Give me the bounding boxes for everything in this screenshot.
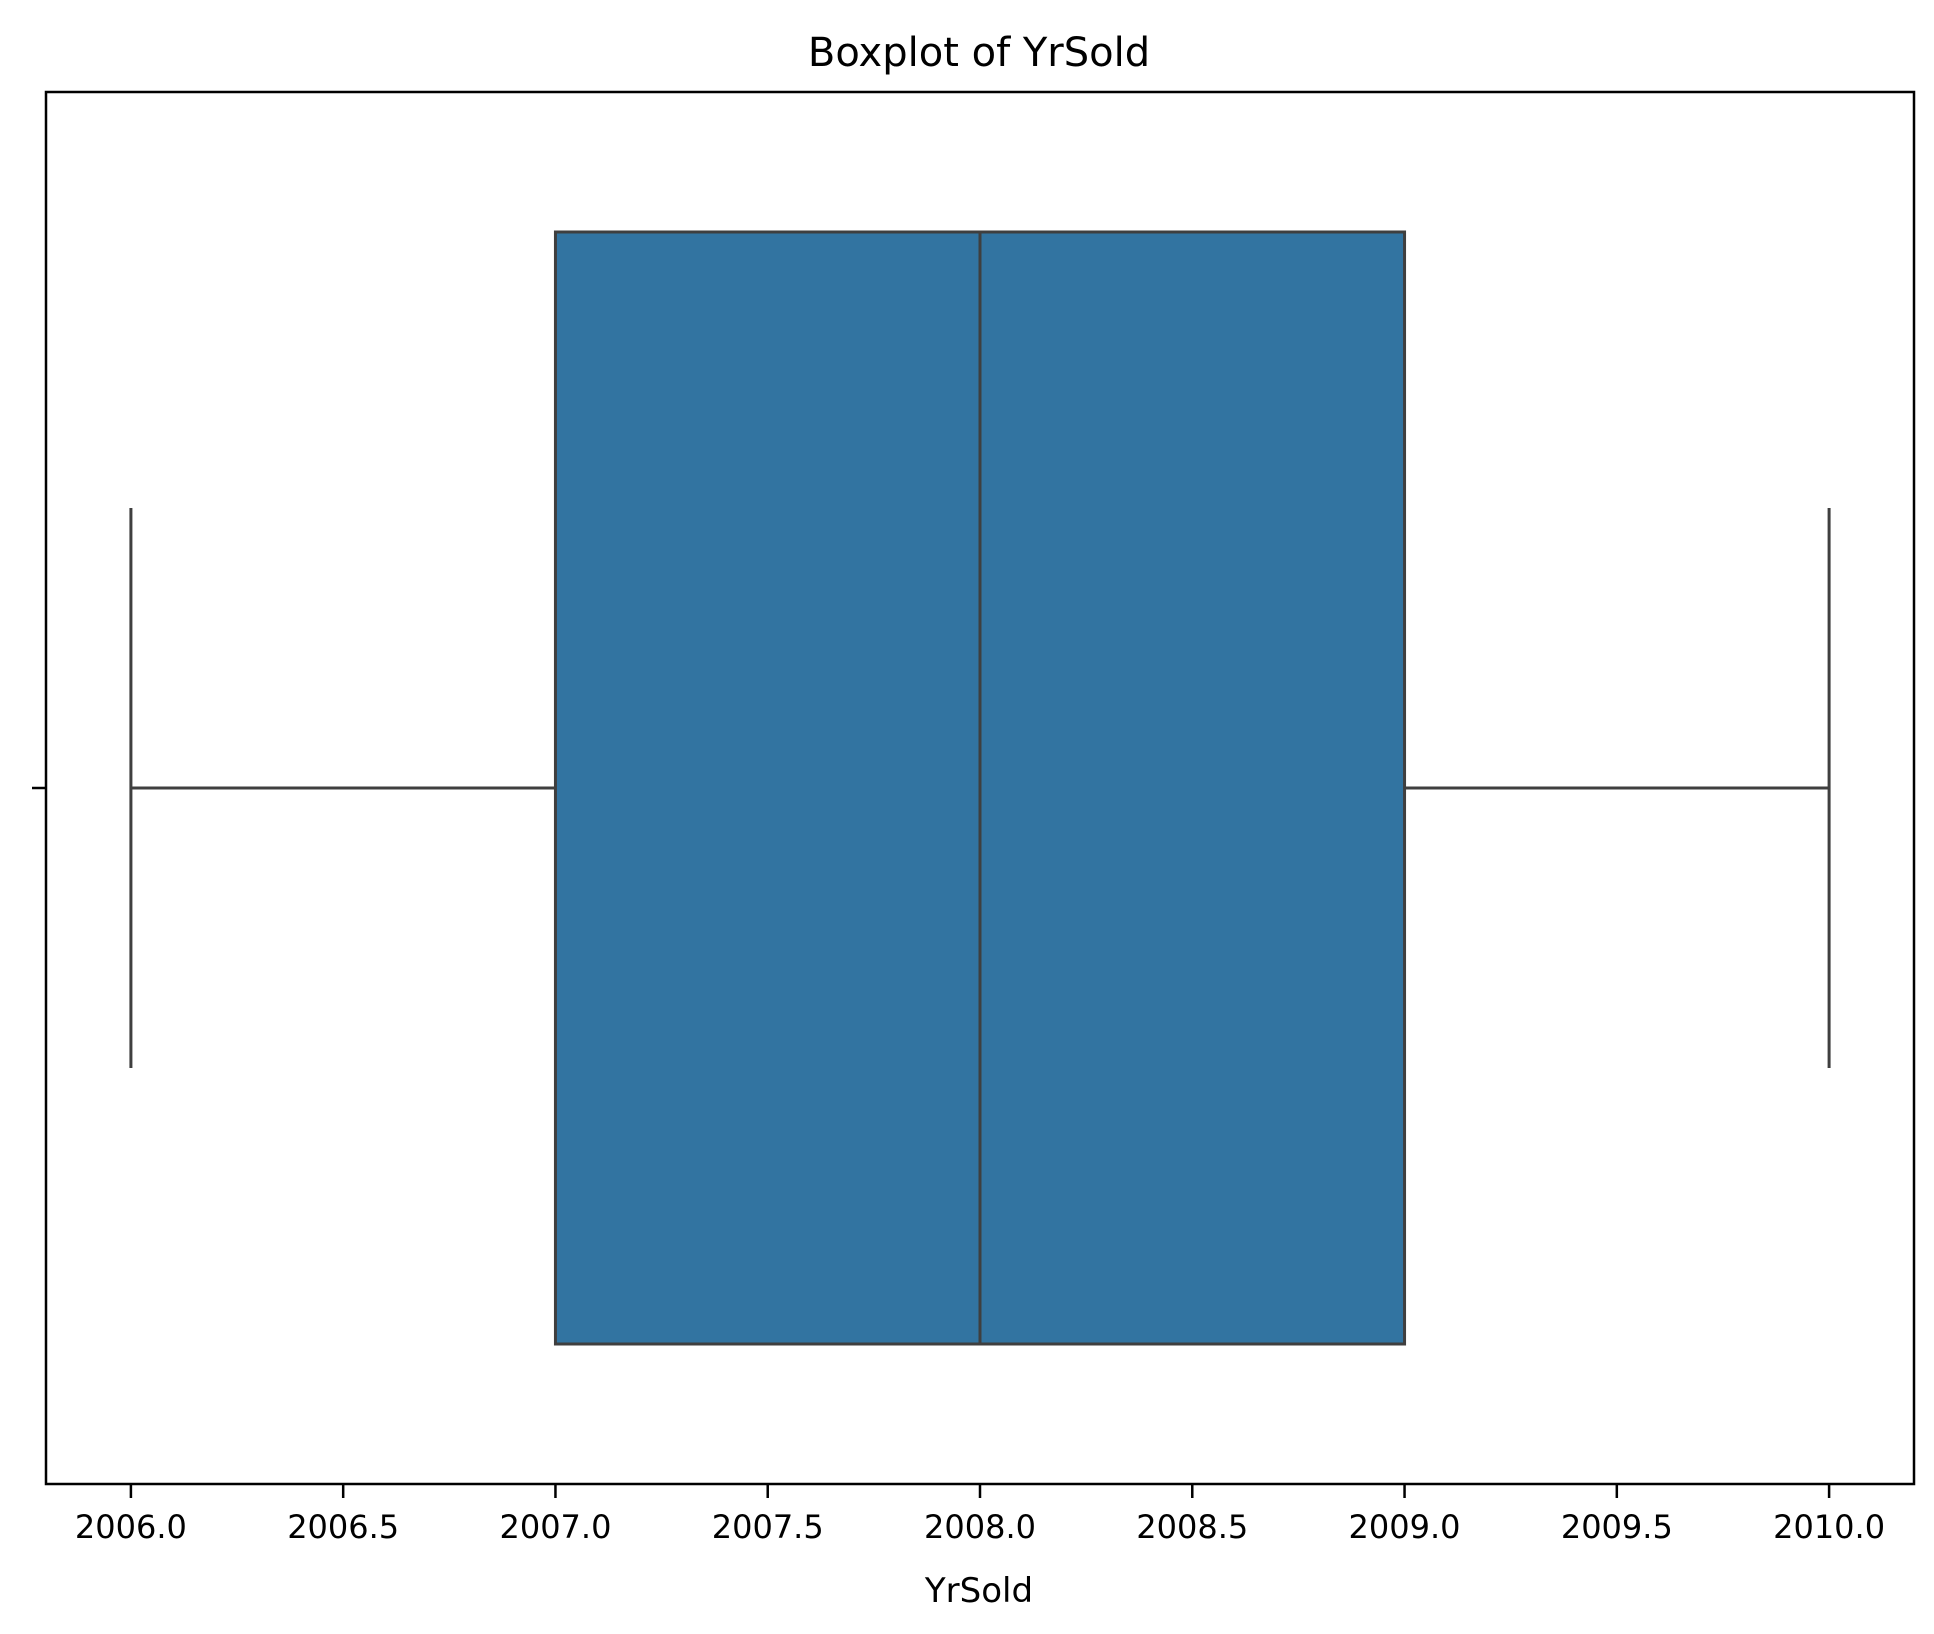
x-tick-label: 2008.5 bbox=[1136, 1508, 1248, 1546]
plot-area bbox=[44, 90, 1916, 1486]
x-tick-label: 2009.0 bbox=[1349, 1508, 1461, 1546]
x-axis-label: YrSold bbox=[924, 1571, 1033, 1611]
chart-title: Boxplot of YrSold bbox=[808, 30, 1150, 76]
x-tick-label: 2010.0 bbox=[1773, 1508, 1885, 1546]
x-tick-label: 2007.0 bbox=[499, 1508, 611, 1546]
x-axis: 2006.0 2006.5 2007.0 2007.5 2008.0 2008.5 2009… bbox=[32, 786, 1885, 1546]
x-tick-label: 2006.5 bbox=[287, 1508, 399, 1546]
x-tick-label: 2006.0 bbox=[75, 1508, 187, 1546]
x-tick-label: 2009.5 bbox=[1561, 1508, 1673, 1546]
x-tick-label: 2008.0 bbox=[924, 1508, 1036, 1546]
x-tick-label: 2007.5 bbox=[712, 1508, 824, 1546]
